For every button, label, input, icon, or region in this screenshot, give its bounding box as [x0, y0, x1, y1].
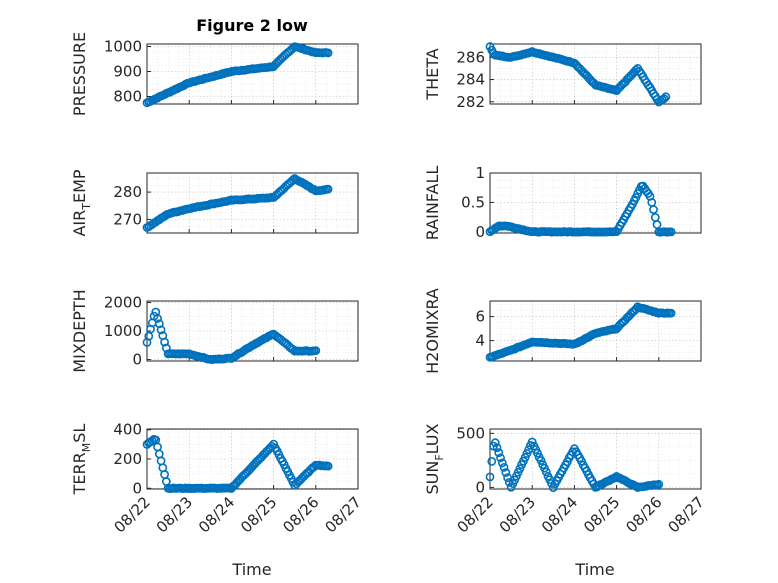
data-point [496, 453, 505, 463]
data-point [499, 462, 509, 472]
data-point [153, 314, 162, 323]
y-tick-label: 286 [456, 48, 485, 66]
data-point [160, 337, 169, 347]
y-axis-label: SUNFLUX [423, 423, 446, 494]
y-tick-label: 270 [113, 210, 142, 228]
data-point [492, 443, 502, 453]
x-tick-label: 08/24 [195, 493, 238, 536]
y-axis-label: MIXDEPTH [70, 289, 89, 372]
x-tick-label: 08/22 [454, 493, 497, 536]
y-tick-label: 0.5 [461, 193, 485, 211]
y-tick-label: 282 [456, 93, 485, 111]
axes-border [146, 172, 359, 234]
data-point [661, 92, 671, 102]
axes-mixdepth: 0 1000 2000 MIXDEPTH [70, 289, 359, 373]
data-point [323, 48, 333, 58]
axes-border [489, 43, 702, 105]
data-point [659, 94, 669, 104]
y-axis-label: PRESSURE [70, 32, 89, 116]
axes-h2omixra: 4 6 H2OMIXRA [423, 288, 702, 374]
y-tick-label: 800 [113, 88, 142, 106]
y-tick-label: 1000 [104, 322, 142, 340]
x-tick-label: 08/27 [322, 493, 365, 536]
data-point [311, 346, 321, 356]
y-tick-label: 1000 [104, 38, 142, 56]
y-tick-label: 500 [456, 424, 485, 442]
data-point [515, 464, 525, 474]
data-point [541, 467, 551, 477]
y-tick-label: 0 [475, 223, 485, 241]
y-tick-label: 2000 [104, 293, 142, 311]
data-point [147, 436, 157, 446]
x-tick-label: 08/26 [279, 493, 322, 536]
y-tick-label: 280 [113, 183, 142, 201]
axes-theta: 282 284 286 THETA [423, 42, 702, 111]
data-point [501, 468, 511, 477]
axes-air_temp: 270 280 AIRTEMP [70, 169, 359, 237]
y-tick-label: 4 [475, 332, 485, 350]
y-axis-label: TERRMSL [70, 424, 93, 496]
axes-border [146, 43, 359, 105]
x-axis-label-right: Time [574, 560, 614, 579]
y-tick-label: 6 [475, 308, 485, 326]
y-tick-label: 200 [113, 450, 142, 468]
y-axis-label: AIRTEMP [70, 169, 93, 236]
axes-terr_msl: 0 200 400 TERRMSL 08/2208/2308/2408/2508/260… [70, 421, 365, 537]
y-tick-label: 0 [475, 478, 485, 496]
x-tick-label: 08/24 [538, 493, 581, 536]
axes-pressure: 800 900 1000 PRESSURE [70, 32, 359, 116]
y-axis-label: RAINFALL [423, 166, 442, 241]
data-point [666, 227, 676, 237]
x-tick-label: 08/26 [622, 493, 665, 536]
x-tick-label: 08/27 [665, 493, 708, 536]
x-tick-label: 08/22 [111, 493, 154, 536]
data-point [485, 472, 495, 482]
data-point [497, 458, 507, 468]
axes-border [489, 300, 702, 362]
data-point [536, 456, 546, 465]
axes-sun_flux: 0 500 SUNFLUX 08/2208/2308/2408/2508/2608/2… [423, 423, 708, 536]
data-point [649, 205, 658, 214]
data-point [654, 479, 664, 489]
data-point [487, 456, 497, 466]
y-tick-label: 900 [113, 63, 142, 81]
x-tick-label: 08/25 [237, 493, 280, 536]
data-point [323, 184, 333, 194]
y-tick-label: 0 [132, 351, 142, 369]
y-tick-label: 284 [456, 71, 485, 89]
x-tick-label: 08/23 [153, 493, 196, 536]
x-tick-label: 08/25 [580, 493, 623, 536]
figure-title: Figure 2 low [196, 16, 308, 35]
axes-rainfall: 0 0.5 1 RAINFALL [423, 164, 702, 241]
data-point [666, 308, 676, 318]
x-axis-label-left: Time [231, 560, 271, 579]
y-axis-label: THETA [423, 48, 442, 100]
data-point [533, 448, 542, 458]
data-point [494, 448, 504, 458]
y-tick-label: 0 [132, 479, 142, 497]
y-tick-label: 1 [475, 164, 485, 182]
data-point [490, 438, 500, 448]
y-tick-label: 400 [113, 421, 142, 439]
data-point [156, 325, 166, 335]
x-tick-label: 08/23 [496, 493, 539, 536]
y-axis-label: H2OMIXRA [423, 288, 442, 374]
data-point [323, 461, 333, 471]
